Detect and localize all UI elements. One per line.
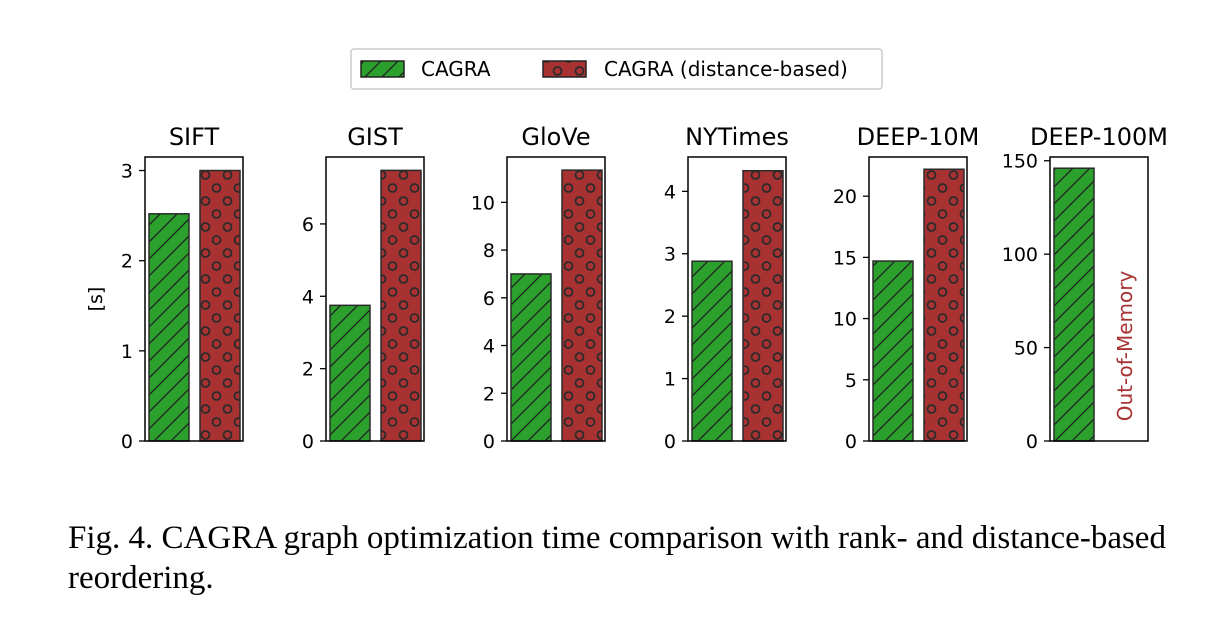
ytick-label-0-3: 3: [121, 161, 133, 183]
axes-frame-4: [868, 156, 968, 442]
ytick-label-3-2: 2: [664, 306, 676, 328]
bar-4-1: [923, 168, 965, 442]
ytick-label-3-3: 3: [664, 244, 676, 266]
chart-panel-0: 0 1 2 3 SIFT [s]: [85, 123, 244, 453]
ytick-label-4-1: 5: [845, 370, 857, 392]
bar-0-0: [148, 213, 190, 442]
axes-frame-0: [144, 156, 244, 442]
panel-title-2: GloVe: [521, 123, 590, 151]
ytick-label-1-0: 0: [302, 431, 314, 453]
bar-5-0: [1053, 167, 1095, 442]
legend-label-cagra: CAGRA: [421, 57, 491, 81]
chart-panel-3: 0 1 2 3 4 NYTimes: [664, 123, 789, 453]
bar-4-0: [872, 260, 914, 442]
ytick-label-5-0: 0: [1026, 431, 1038, 453]
legend: CAGRA CAGRA (distance-based): [350, 48, 883, 90]
axes-frame-2: [506, 156, 606, 442]
ytick-label-0-0: 0: [121, 431, 133, 453]
ytick-label-0-2: 2: [121, 251, 133, 273]
ytick-label-3-0: 0: [664, 431, 676, 453]
legend-swatch-cagra: [360, 60, 405, 78]
bar-1-1: [380, 169, 422, 442]
axes-frame-3: [687, 156, 787, 442]
ytick-label-1-1: 2: [302, 359, 314, 381]
ytick-label-2-4: 8: [483, 240, 495, 262]
ytick-label-2-2: 4: [483, 336, 495, 358]
bar-3-1: [742, 169, 784, 442]
panel-title-5: DEEP-100M: [1030, 123, 1168, 151]
chart-panels: 0 1 2 3 SIFT [s] 0 2 4 6 GIST 0 2 4 6 8 10 GloVe 0 1 2 3 4 NYTi…: [85, 123, 1168, 453]
ytick-label-2-3: 6: [483, 288, 495, 310]
bar-2-1: [561, 169, 603, 442]
ytick-label-5-3: 150: [1002, 151, 1038, 173]
ytick-label-4-3: 15: [833, 247, 857, 269]
panel-title-3: NYTimes: [685, 123, 789, 151]
ytick-label-1-2: 4: [302, 286, 314, 308]
ytick-label-1-3: 6: [302, 214, 314, 236]
ytick-label-2-0: 0: [483, 431, 495, 453]
ytick-label-5-2: 100: [1002, 244, 1038, 266]
panel-title-1: GIST: [347, 123, 403, 151]
ytick-label-2-5: 10: [471, 192, 495, 214]
panel-title-4: DEEP-10M: [857, 123, 980, 151]
ytick-label-2-1: 2: [483, 383, 495, 405]
bar-1-0: [329, 304, 371, 442]
legend-swatch-cagra-distance: [542, 60, 587, 78]
axes-frame-5: [1049, 156, 1149, 442]
legend-frame: [350, 48, 883, 90]
ytick-label-4-2: 10: [833, 309, 857, 331]
chart-panel-1: 0 2 4 6 GIST: [302, 123, 425, 453]
panel-title-0: SIFT: [169, 123, 220, 151]
figure-caption: Fig. 4. CAGRA graph optimization time co…: [68, 520, 1166, 596]
ytick-label-3-1: 1: [664, 369, 676, 391]
legend-label-cagra-distance: CAGRA (distance-based): [604, 57, 848, 81]
bar-0-1: [199, 169, 241, 442]
ytick-label-4-0: 0: [845, 431, 857, 453]
axes-frame-1: [325, 156, 425, 442]
ytick-label-3-4: 4: [664, 181, 676, 203]
bar-3-0: [691, 260, 733, 442]
bar-2-0: [510, 273, 552, 442]
ytick-label-5-1: 50: [1014, 338, 1038, 360]
out-of-memory-annotation: Out-of-Memory: [1113, 271, 1137, 422]
chart-panel-2: 0 2 4 6 8 10 GloVe: [471, 123, 606, 453]
ylabel-0: [s]: [85, 287, 107, 312]
ytick-label-4-4: 20: [833, 186, 857, 208]
chart-panel-4: 0 5 10 15 20 DEEP-10M: [833, 123, 980, 453]
ytick-label-0-1: 1: [121, 341, 133, 363]
